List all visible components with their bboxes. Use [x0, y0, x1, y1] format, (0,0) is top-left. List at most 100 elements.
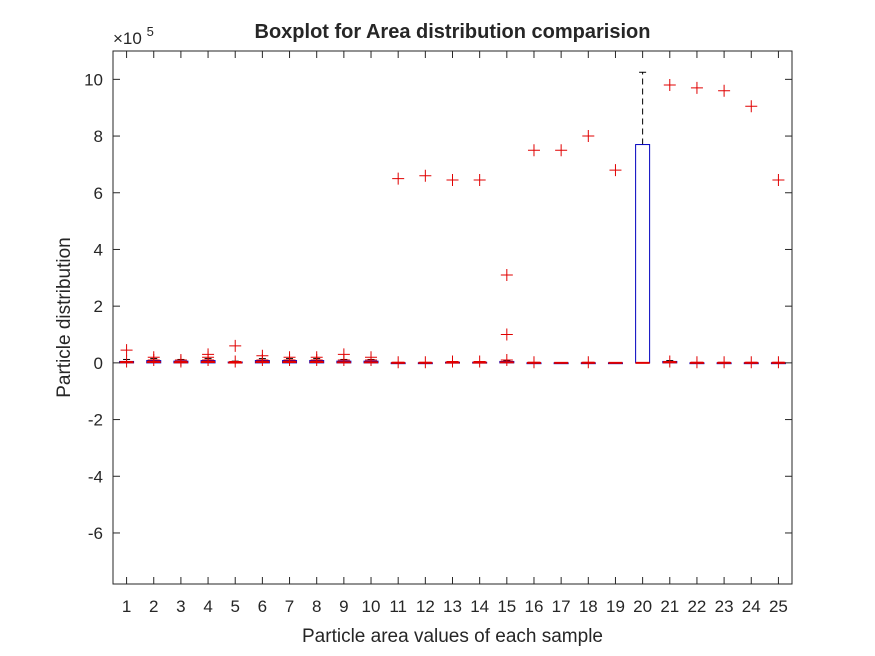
- y-tick-label: 6: [94, 184, 103, 203]
- outlier-marker: [690, 81, 703, 94]
- x-tick-label: 9: [339, 597, 348, 616]
- x-tick-label: 2: [149, 597, 158, 616]
- outlier-marker: [419, 356, 432, 369]
- y-axis-label: Particle distribution: [54, 237, 75, 398]
- y-axis-exponent-base: ×10: [113, 29, 142, 48]
- box-group: [282, 351, 298, 367]
- outlier-marker: [120, 344, 133, 357]
- x-tick-label: 8: [312, 597, 321, 616]
- x-tick-label: 15: [497, 597, 516, 616]
- outlier-marker: [772, 173, 785, 186]
- outlier-marker: [500, 354, 513, 367]
- x-tick-label: 3: [176, 597, 185, 616]
- outlier-marker: [663, 355, 676, 368]
- box-group: [770, 173, 786, 369]
- x-tick-label: 25: [769, 597, 788, 616]
- x-tick-label: 12: [416, 597, 435, 616]
- outlier-marker: [174, 354, 187, 367]
- box-group: [417, 169, 433, 369]
- outlier-marker: [582, 130, 595, 143]
- x-tick-label: 19: [606, 597, 625, 616]
- y-tick-label: 10: [84, 70, 103, 89]
- y-tick-label: 4: [94, 240, 103, 259]
- outlier-marker: [718, 356, 731, 369]
- outlier-marker: [582, 356, 595, 369]
- outlier-marker: [527, 356, 540, 369]
- y-tick-label: 8: [94, 127, 103, 146]
- x-tick-label: 11: [389, 597, 407, 616]
- x-tick-label: 20: [633, 597, 652, 616]
- y-tick-label: -4: [88, 467, 103, 486]
- outlier-marker: [745, 100, 758, 113]
- x-tick-label: 24: [742, 597, 761, 616]
- x-tick-label: 6: [258, 597, 267, 616]
- outlier-marker: [256, 349, 269, 362]
- box-group: [472, 173, 488, 368]
- box-group: [716, 84, 732, 369]
- box-group: [336, 348, 352, 367]
- y-tick-label: -2: [88, 411, 103, 430]
- outlier-marker: [310, 351, 323, 364]
- outlier-marker: [229, 355, 242, 368]
- outlier-marker: [337, 348, 350, 361]
- y-tick-label: -6: [88, 524, 103, 543]
- outlier-marker: [745, 356, 758, 369]
- x-tick-label: 22: [687, 597, 706, 616]
- box-group: [254, 349, 270, 367]
- box-group: [200, 348, 216, 367]
- outlier-marker: [772, 356, 785, 369]
- outlier-marker: [392, 172, 405, 185]
- chart-title: Boxplot for Area distribution comparisio…: [255, 21, 651, 43]
- outlier-marker: [446, 173, 459, 186]
- box-group: [635, 71, 651, 364]
- box-group: [553, 144, 569, 365]
- outlier-marker: [202, 348, 215, 361]
- box-group: [363, 351, 379, 367]
- y-axis-exponent-power: 5: [147, 24, 154, 39]
- x-tick-label: 10: [362, 597, 381, 616]
- axes-box: [112, 50, 793, 585]
- box-group: [146, 351, 162, 367]
- box: [635, 144, 651, 364]
- box-group: [499, 268, 515, 367]
- outlier-marker: [500, 328, 513, 341]
- x-tick-label: 16: [525, 597, 544, 616]
- x-tick-label: 14: [470, 597, 489, 616]
- outlier-marker: [446, 355, 459, 368]
- box-group: [227, 339, 243, 368]
- outlier-marker: [419, 169, 432, 182]
- outlier-marker: [690, 356, 703, 369]
- outlier-marker: [663, 79, 676, 92]
- outlier-marker: [283, 351, 296, 364]
- x-tick-label: 13: [443, 597, 462, 616]
- box-group: [119, 344, 135, 368]
- outlier-marker: [120, 355, 133, 368]
- x-axis-label: Particle area values of each sample: [302, 626, 603, 647]
- box-group: [526, 144, 542, 369]
- outlier-marker: [609, 164, 622, 177]
- x-tick-label: 5: [230, 597, 239, 616]
- x-tick-label: 4: [203, 597, 212, 616]
- box-group: [743, 100, 759, 369]
- y-axis-exponent: ×10 5: [113, 24, 154, 48]
- box-group: [390, 172, 406, 369]
- x-tick-label: 17: [552, 597, 571, 616]
- outlier-marker: [555, 144, 568, 157]
- y-tick-label: 0: [94, 354, 103, 373]
- box-group: [662, 79, 678, 368]
- box-group: [607, 164, 623, 365]
- outlier-marker: [392, 356, 405, 369]
- outlier-marker: [365, 351, 378, 364]
- x-tick-label: 18: [579, 597, 598, 616]
- x-tick-label: 23: [715, 597, 734, 616]
- box-group: [445, 173, 460, 368]
- outlier-marker: [473, 173, 486, 186]
- x-tick-label: 1: [122, 597, 131, 616]
- outlier-marker: [527, 144, 540, 157]
- outlier-marker: [229, 339, 242, 352]
- outlier-marker: [147, 351, 160, 364]
- box-group: [309, 351, 325, 367]
- box-group: [689, 81, 705, 369]
- outlier-marker: [718, 84, 731, 97]
